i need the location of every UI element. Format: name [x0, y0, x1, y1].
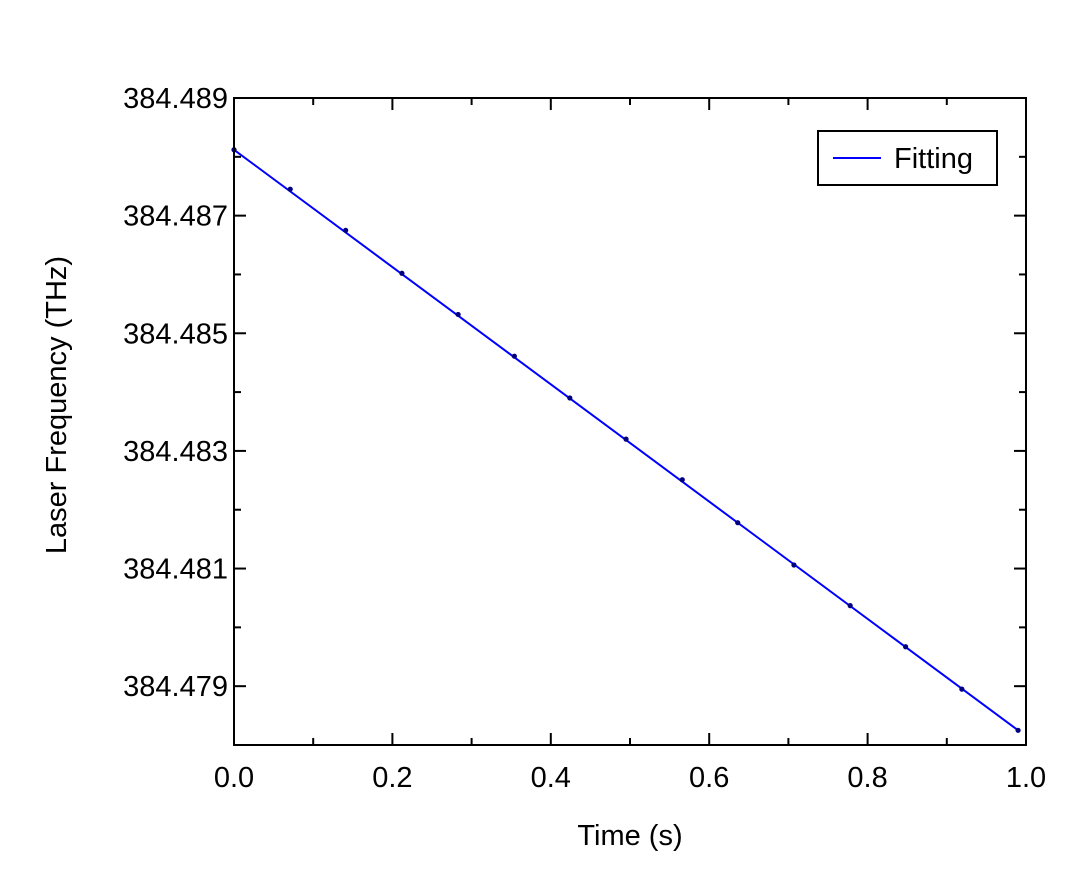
data-point — [791, 562, 797, 568]
data-point — [735, 520, 741, 526]
data-point — [399, 270, 405, 276]
y-tick-label: 384.479 — [123, 671, 228, 703]
x-tick-label: 1.0 — [1006, 762, 1046, 794]
y-axis-title: Laser Frequency (THz) — [41, 256, 73, 554]
x-tick-label: 0.4 — [531, 762, 571, 794]
data-point — [679, 477, 685, 483]
series-layer — [231, 147, 1021, 733]
data-point — [287, 186, 293, 192]
y-tick-label: 384.489 — [123, 83, 228, 115]
y-tick-label: 384.485 — [123, 318, 228, 350]
plot-frame — [233, 97, 1027, 746]
data-point — [343, 227, 349, 233]
y-tick-label: 384.487 — [123, 201, 228, 233]
y-tick-label: 384.483 — [123, 436, 228, 468]
x-tick-label: 0.2 — [372, 762, 412, 794]
x-tick-label: 0.6 — [689, 762, 729, 794]
data-point — [1015, 727, 1021, 733]
data-point — [623, 436, 629, 442]
ticks-layer: 0.0 0.2 0.4 0.6 0.8 1.0 384.479 384.481 384.483 3… — [123, 83, 1046, 794]
data-point — [567, 395, 573, 401]
data-point — [511, 353, 517, 359]
legend-label-fitting: Fitting — [894, 143, 973, 175]
y-tick-label: 384.481 — [123, 554, 228, 586]
legend: Fitting — [817, 130, 998, 186]
x-tick-label: 0.8 — [847, 762, 887, 794]
x-axis-title: Time (s) — [577, 820, 682, 852]
data-point — [903, 644, 909, 650]
data-point — [959, 686, 965, 692]
x-tick-label: 0.0 — [214, 762, 254, 794]
data-point — [455, 311, 461, 318]
data-point — [847, 603, 853, 609]
